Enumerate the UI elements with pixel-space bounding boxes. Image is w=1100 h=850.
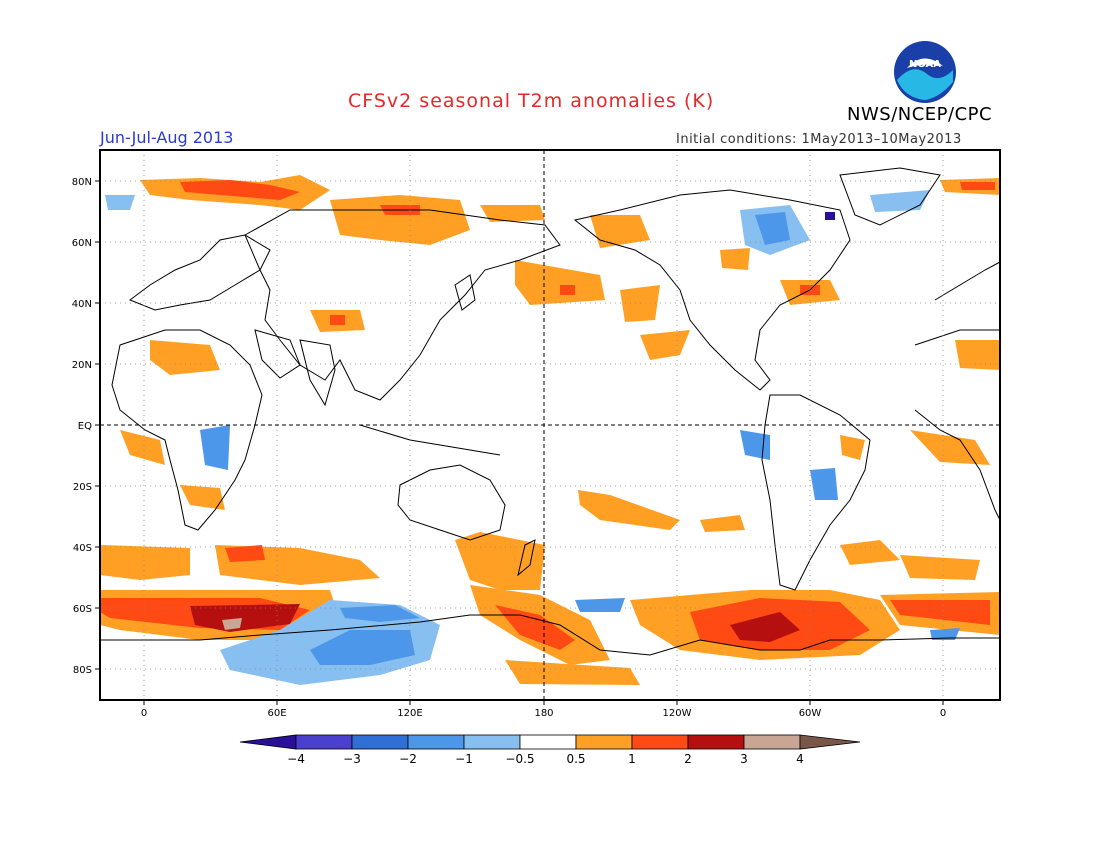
colorbar-label: 4 (796, 752, 804, 766)
colorbar-label: −1 (455, 752, 473, 766)
lat-label: 60S (73, 604, 92, 615)
lon-label: 180 (534, 708, 553, 719)
colorbar-label: −2 (399, 752, 417, 766)
equator-dateline (100, 150, 1000, 700)
colorbar-arrow-high (799, 734, 861, 750)
colorbar-swatch (407, 734, 465, 750)
colorbar-swatch (295, 734, 353, 750)
coastlines (100, 167, 1000, 656)
colorbar-label: −4 (287, 752, 305, 766)
colorbar-label: 0.5 (566, 752, 585, 766)
colorbar-swatch (351, 734, 409, 750)
colorbar-swatch (463, 734, 521, 750)
colorbar: −4 −3 −2 −1 −0.5 0.5 1 2 3 4 (239, 734, 861, 766)
colorbar-swatch (687, 734, 745, 750)
colorbar-swatch (743, 734, 801, 750)
logo-text: NOAA (909, 59, 941, 70)
lat-label: 20S (73, 482, 92, 493)
lat-label: 80N (72, 177, 92, 188)
colorbar-label: 1 (628, 752, 636, 766)
colorbar-label: 3 (740, 752, 748, 766)
colorbar-swatch (575, 734, 633, 750)
lon-label: 120E (397, 708, 422, 719)
lat-label: 80S (73, 665, 92, 676)
anomaly-shading (100, 175, 1000, 685)
noaa-logo: NOAA (894, 41, 956, 103)
latitude-labels: 80N 60N 40N 20N EQ 20S 40S 60S 80S (72, 177, 92, 676)
lon-label: 120W (663, 708, 692, 719)
colorbar-label: −0.5 (505, 752, 534, 766)
organization-label: NWS/NCEP/CPC (847, 104, 993, 125)
colorbar-swatch (631, 734, 689, 750)
lat-label: EQ (78, 421, 92, 432)
colorbar-arrow-low (239, 734, 297, 750)
lon-label: 0 (940, 708, 946, 719)
colorbar-swatch (519, 734, 577, 750)
forecast-period: Jun-Jul-Aug 2013 (100, 128, 234, 147)
colorbar-label: 2 (684, 752, 692, 766)
longitude-labels: 0 60E 120E 180 120W 60W 0 (141, 708, 946, 719)
axis-ticks (95, 180, 944, 705)
lat-label: 60N (72, 238, 92, 249)
lon-label: 60E (267, 708, 286, 719)
lon-label: 60W (799, 708, 822, 719)
colorbar-label: −3 (343, 752, 361, 766)
map-title: CFSv2 seasonal T2m anomalies (K) (348, 90, 715, 112)
lon-label: 0 (141, 708, 147, 719)
lat-label: 40N (72, 299, 92, 310)
lat-label: 40S (73, 543, 92, 554)
lat-label: 20N (72, 360, 92, 371)
initial-conditions: Initial conditions: 1May2013–10May2013 (676, 132, 962, 147)
